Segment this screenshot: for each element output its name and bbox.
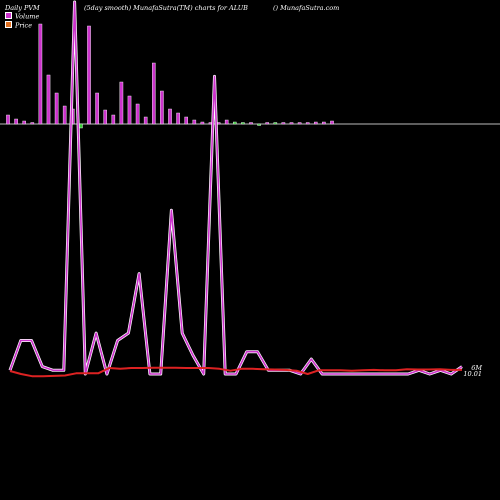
volume-bar (232, 121, 237, 125)
volume-bar (95, 92, 99, 125)
volume-bar (79, 123, 83, 129)
volume-line-halo (8, 0, 463, 376)
volume-bar (38, 23, 43, 125)
volume-bar (46, 74, 51, 125)
volume-bar (314, 121, 318, 125)
volume-end-label: 6M (471, 364, 482, 372)
volume-bar (62, 105, 67, 125)
site-credit: () MunafaSutra.com (273, 4, 340, 12)
volume-bar (103, 109, 107, 125)
volume-bar (168, 108, 172, 125)
volume-bar (297, 122, 302, 125)
volume-bar (151, 62, 156, 125)
volume-bar (119, 81, 124, 125)
volume-bar (111, 114, 116, 125)
volume-bar (200, 121, 205, 125)
legend-volume-swatch (5, 12, 12, 19)
volume-bar (135, 103, 140, 125)
volume-bar (224, 119, 229, 125)
volume-bar (241, 122, 245, 125)
volume-bar (54, 92, 59, 125)
volume-bar (176, 112, 180, 125)
volume-bar (273, 122, 278, 125)
volume-bar (322, 121, 326, 125)
volume-bar (160, 90, 164, 125)
volume-bar (289, 122, 294, 125)
volume-bar (184, 116, 189, 125)
volume-bar (265, 122, 270, 125)
volume-bar (143, 116, 148, 125)
volume-bar (14, 118, 18, 125)
volume-line (9, 1, 463, 375)
volume-bar (257, 123, 261, 126)
volume-bar (127, 95, 132, 125)
volume-bar (249, 122, 253, 125)
chart-period-label: Daily PVM (5, 4, 40, 12)
legend-volume: Volume (5, 12, 39, 21)
volume-bar (330, 120, 334, 125)
price-end-label: 10.01 (463, 370, 482, 378)
legend-price: Price (5, 21, 32, 30)
chart-title: (5day smooth) MunafaSutra(TM) charts for… (84, 4, 248, 12)
volume-bar (87, 25, 91, 125)
volume-bar (22, 120, 27, 125)
volume-bar (192, 119, 197, 125)
volume-bar (30, 122, 35, 125)
price-line (9, 366, 462, 378)
legend-price-swatch (5, 21, 12, 28)
legend-volume-label: Volume (15, 12, 40, 21)
volume-bar (305, 122, 310, 125)
legend-price-label: Price (15, 21, 33, 30)
volume-bar (6, 114, 10, 125)
volume-bar (281, 122, 286, 125)
